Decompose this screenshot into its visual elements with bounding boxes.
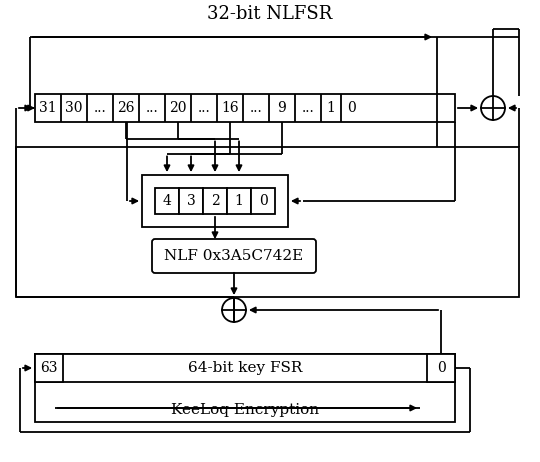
Text: ...: ...	[93, 101, 106, 115]
Text: 0: 0	[259, 194, 267, 208]
Text: 26: 26	[117, 101, 135, 115]
Text: 0: 0	[347, 101, 355, 115]
FancyBboxPatch shape	[35, 354, 455, 422]
Text: 30: 30	[65, 101, 83, 115]
FancyBboxPatch shape	[152, 239, 316, 273]
Text: 9: 9	[278, 101, 286, 115]
Text: KeeLoq Encryption: KeeLoq Encryption	[171, 403, 319, 417]
Text: 1: 1	[327, 101, 335, 115]
Text: ...: ...	[198, 101, 211, 115]
FancyBboxPatch shape	[427, 354, 455, 382]
FancyBboxPatch shape	[251, 188, 275, 214]
FancyBboxPatch shape	[35, 354, 455, 382]
FancyBboxPatch shape	[179, 188, 203, 214]
FancyBboxPatch shape	[35, 94, 455, 122]
Text: ...: ...	[302, 101, 314, 115]
Text: 63: 63	[40, 361, 58, 375]
FancyBboxPatch shape	[203, 188, 227, 214]
Text: 31: 31	[39, 101, 57, 115]
Text: 2: 2	[211, 194, 219, 208]
FancyBboxPatch shape	[35, 354, 63, 382]
Text: NLF 0x3A5C742E: NLF 0x3A5C742E	[164, 249, 303, 263]
Text: 1: 1	[234, 194, 244, 208]
Text: 32-bit NLFSR: 32-bit NLFSR	[207, 5, 333, 23]
Text: 4: 4	[163, 194, 171, 208]
FancyBboxPatch shape	[16, 147, 519, 297]
FancyBboxPatch shape	[155, 188, 179, 214]
FancyBboxPatch shape	[227, 188, 251, 214]
FancyBboxPatch shape	[142, 175, 288, 227]
Text: ...: ...	[146, 101, 158, 115]
Text: 64-bit key FSR: 64-bit key FSR	[188, 361, 302, 375]
Text: ...: ...	[249, 101, 262, 115]
Text: 16: 16	[221, 101, 239, 115]
Text: 0: 0	[437, 361, 445, 375]
Text: 20: 20	[169, 101, 187, 115]
Text: 3: 3	[187, 194, 195, 208]
